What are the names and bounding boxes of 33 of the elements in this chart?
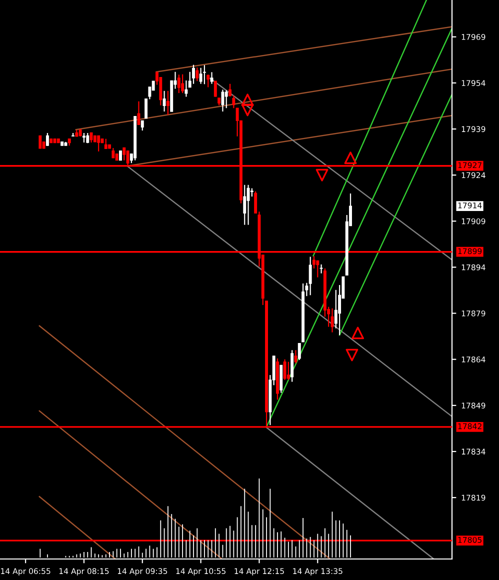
candlestick [144, 98, 148, 119]
candlestick [243, 184, 246, 226]
candlestick [298, 342, 301, 361]
candlestick [82, 132, 86, 144]
candlestick [38, 135, 42, 149]
candlestick [199, 67, 202, 84]
candlestick [104, 138, 108, 150]
candlestick [286, 361, 290, 380]
candlestick [224, 90, 228, 109]
candlestick [184, 80, 188, 98]
candlestick [312, 256, 316, 269]
candlestick [177, 74, 180, 94]
candlestick [221, 89, 224, 112]
candlestick [181, 74, 184, 94]
candlestick [97, 135, 100, 152]
candlestick [166, 90, 170, 116]
candlestick [283, 358, 286, 380]
candlestick [320, 264, 323, 274]
candlestick [206, 74, 210, 88]
candlestick [196, 67, 199, 82]
candlestick [192, 64, 195, 84]
candlestick [308, 256, 312, 296]
candlestick [214, 80, 217, 98]
candlestick [246, 184, 250, 226]
candlestick [290, 350, 294, 382]
candlestick [90, 132, 93, 144]
candlestick [46, 132, 49, 146]
candlestick [316, 260, 320, 278]
candlestick [122, 147, 126, 161]
candlestick [140, 120, 144, 132]
candlestick [162, 90, 166, 112]
candlestick [202, 64, 206, 85]
candlestick [112, 147, 115, 158]
